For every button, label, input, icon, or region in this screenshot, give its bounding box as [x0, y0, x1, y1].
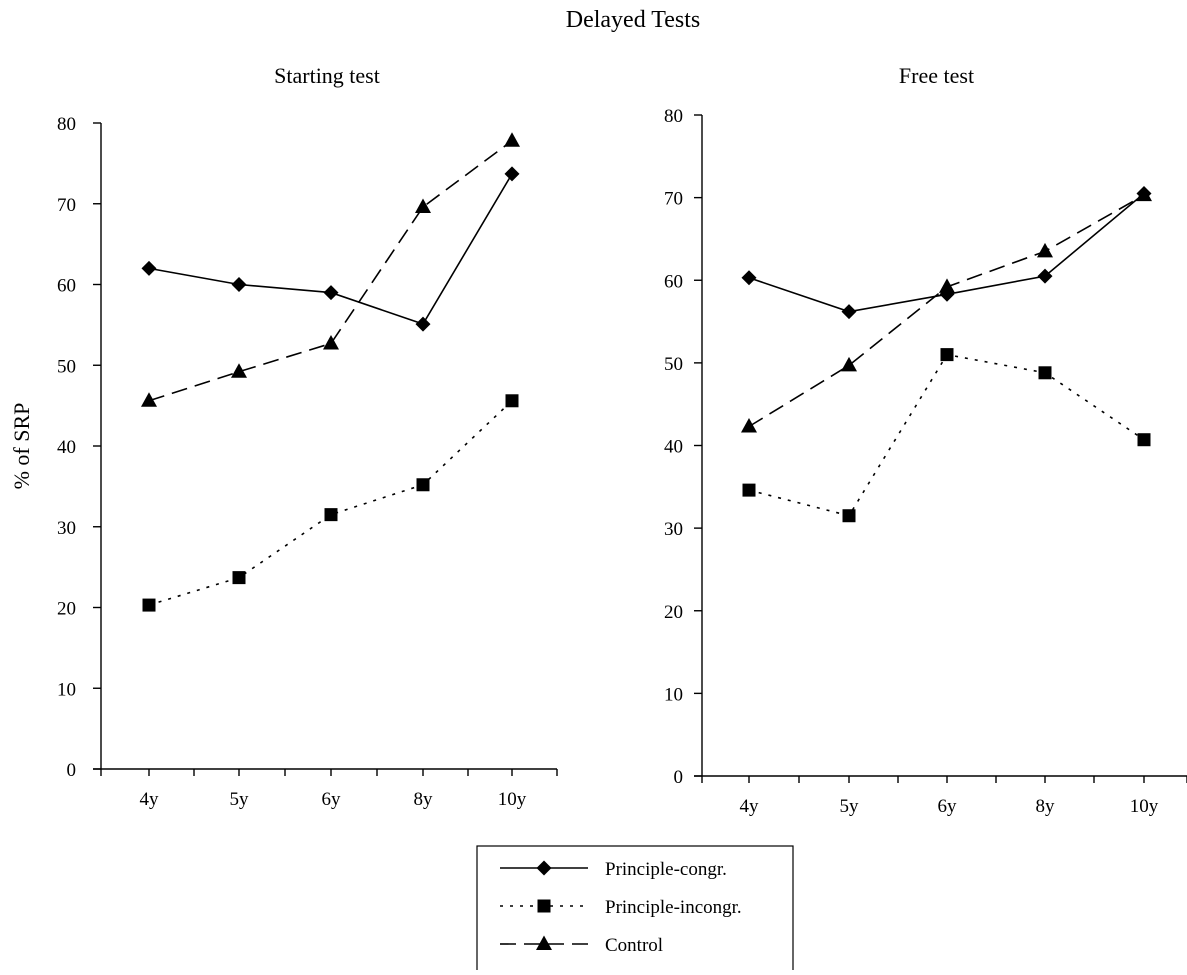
y-tick-label: 70 [57, 195, 76, 216]
data-point-triangle [141, 392, 157, 407]
panel-title: Free test [899, 63, 974, 88]
y-tick-label: 10 [664, 684, 683, 705]
data-point-square [940, 348, 954, 362]
series-control [741, 186, 1152, 433]
data-point-triangle [741, 417, 757, 433]
legend-entry-control: Control [500, 935, 663, 956]
data-point-triangle [323, 334, 339, 350]
data-point-triangle [1037, 242, 1053, 258]
legend-marker-square [537, 899, 551, 913]
data-point-diamond [231, 277, 247, 292]
y-tick-label: 60 [57, 276, 76, 297]
series-principle-incongr [742, 348, 1151, 523]
data-point-square [505, 394, 519, 408]
chart-panel-free-test: Free test 0 10 20 30 40 50 60 70 80 4y 5y 6y 8y 10y [664, 63, 1187, 817]
data-point-diamond [1037, 268, 1053, 284]
x-tick-label: 4y [140, 789, 160, 810]
data-point-diamond [141, 260, 157, 276]
x-tick-label: 8y [414, 789, 434, 810]
y-tick-label: 50 [57, 356, 76, 377]
y-tick-label: 60 [664, 271, 683, 292]
legend-entry-principle-incongr: Principle-incongr. [500, 897, 742, 918]
y-tick-label: 70 [664, 189, 683, 210]
x-tick-label: 6y [938, 796, 958, 817]
figure-title: Delayed Tests [566, 7, 701, 33]
y-tick-label: 80 [664, 106, 683, 127]
series-principle-incongr [142, 394, 519, 612]
data-point-square [842, 509, 856, 523]
data-point-square [142, 598, 156, 612]
y-tick-label: 20 [664, 602, 683, 623]
y-tick-label: 30 [664, 519, 683, 540]
x-tick-label: 5y [840, 796, 860, 817]
series-line [148, 173, 513, 326]
legend-entry-principle-congr: Principle-congr. [500, 859, 727, 880]
data-point-triangle [841, 356, 857, 372]
chart-panel-starting-test: Starting test % of SRP 0 10 20 30 40 50 60 70 80 4y… [9, 63, 558, 810]
x-tick-label: 10y [498, 789, 527, 810]
legend: Principle-congr. Principle-incongr. Contro… [476, 845, 794, 975]
y-tick-label: 40 [57, 437, 76, 458]
y-tick-label: 40 [664, 437, 683, 458]
legend-label: Principle-congr. [605, 859, 727, 880]
legend-frame [476, 845, 794, 975]
data-point-square [324, 508, 338, 522]
series-line [748, 194, 1145, 428]
data-point-square [742, 483, 756, 497]
x-tick-label: 8y [1036, 796, 1056, 817]
data-point-diamond [323, 285, 339, 301]
y-tick-label: 0 [67, 760, 77, 781]
x-tick-label: 4y [740, 796, 760, 817]
data-point-diamond [741, 270, 757, 286]
data-point-square [416, 478, 430, 492]
series-principle-congr [741, 185, 1152, 320]
series-line [148, 400, 513, 606]
series-line [148, 140, 513, 402]
data-point-diamond [504, 166, 520, 182]
legend-marker-triangle [536, 935, 552, 950]
x-tick-label: 10y [1130, 796, 1159, 817]
y-axis-label: % of SRP [9, 403, 34, 490]
panel-title: Starting test [274, 63, 380, 88]
x-tick-label: 5y [230, 789, 250, 810]
legend-marker-diamond [536, 860, 552, 876]
data-point-diamond [415, 316, 431, 332]
data-point-diamond [841, 304, 857, 320]
data-point-triangle [231, 363, 247, 378]
legend-label: Control [605, 935, 663, 956]
series-line [748, 353, 1145, 517]
y-tick-label: 80 [57, 114, 76, 135]
y-tick-label: 30 [57, 518, 76, 539]
x-tick-label: 6y [322, 789, 342, 810]
legend-label: Principle-incongr. [605, 897, 742, 918]
series-principle-congr [141, 166, 520, 332]
series-control [141, 132, 520, 407]
data-point-square [232, 571, 246, 585]
y-tick-label: 0 [674, 767, 684, 788]
data-point-square [1137, 433, 1151, 447]
y-tick-label: 20 [57, 599, 76, 620]
data-point-triangle [504, 132, 520, 147]
data-point-triangle [939, 278, 955, 293]
data-point-square [1038, 366, 1052, 380]
data-point-triangle [415, 198, 431, 213]
y-tick-label: 10 [57, 679, 76, 700]
data-point-triangle [1136, 186, 1152, 202]
y-tick-label: 50 [664, 354, 683, 375]
